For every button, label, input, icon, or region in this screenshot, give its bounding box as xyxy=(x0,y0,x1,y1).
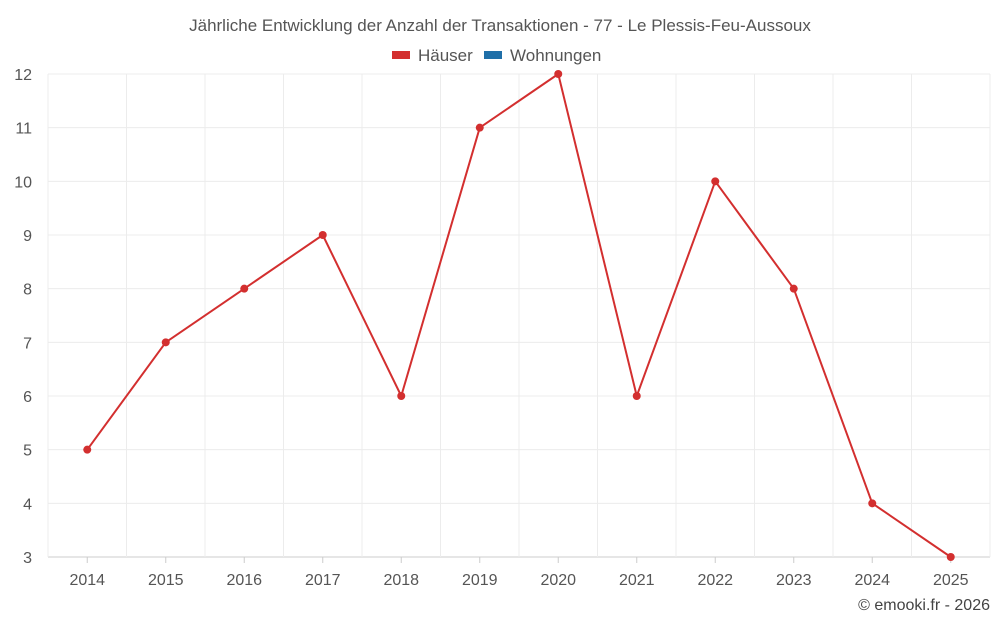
y-tick-label: 6 xyxy=(23,389,32,406)
data-point-2019[interactable] xyxy=(475,123,484,132)
x-tick-label: 2016 xyxy=(226,572,262,589)
y-tick-label: 10 xyxy=(14,174,32,191)
legend-label-haeuser: Häuser xyxy=(418,46,473,65)
legend-swatch-wohnungen xyxy=(484,51,502,59)
x-tick-label: 2025 xyxy=(933,572,969,589)
credit-text: © emooki.fr - 2026 xyxy=(858,597,990,614)
series-line-0 xyxy=(86,73,952,558)
data-point-2015[interactable] xyxy=(161,338,170,347)
y-axis-ticks: 3 4 5 6 7 8 9 10 11 12 xyxy=(14,67,32,567)
y-tick-label: 12 xyxy=(14,67,32,84)
data-point-2023[interactable] xyxy=(789,284,798,293)
data-point-2016[interactable] xyxy=(240,284,249,293)
y-tick-label: 4 xyxy=(23,496,32,513)
legend: Häuser Wohnungen xyxy=(392,46,601,65)
x-tick-label: 2017 xyxy=(305,572,341,589)
y-tick-label: 3 xyxy=(23,550,32,567)
data-point-2020[interactable] xyxy=(554,70,563,78)
data-point-2021[interactable] xyxy=(632,392,641,400)
data-point-2014[interactable] xyxy=(83,445,92,454)
y-tick-label: 7 xyxy=(23,335,32,352)
data-point-2022[interactable] xyxy=(711,177,720,186)
x-tick-label: 2020 xyxy=(540,572,576,589)
x-tick-label: 2015 xyxy=(148,572,184,589)
x-tick-label: 2024 xyxy=(854,572,890,589)
grid xyxy=(47,73,991,558)
legend-item-wohnungen[interactable]: Wohnungen xyxy=(484,46,601,65)
x-tick-label: 2021 xyxy=(619,572,655,589)
x-axis-ticks: 2014 2015 2016 2017 2018 2019 2020 2021 2022 2023… xyxy=(69,557,969,589)
x-tick-label: 2018 xyxy=(383,572,419,589)
data-point-2018[interactable] xyxy=(397,392,406,400)
data-point-2024[interactable] xyxy=(868,499,877,508)
x-tick-label: 2014 xyxy=(69,572,105,589)
data-point-2017[interactable] xyxy=(318,231,327,239)
y-tick-label: 11 xyxy=(15,121,32,138)
chart-title: Jährliche Entwicklung der Anzahl der Tra… xyxy=(189,16,811,35)
series-layer xyxy=(83,70,955,561)
x-tick-label: 2023 xyxy=(776,572,812,589)
legend-item-haeuser[interactable]: Häuser xyxy=(392,46,473,65)
x-tick-label: 2019 xyxy=(462,572,498,589)
y-tick-label: 5 xyxy=(23,443,32,460)
x-tick-label: 2022 xyxy=(697,572,733,589)
y-tick-label: 8 xyxy=(23,282,32,299)
y-tick-label: 9 xyxy=(23,228,32,245)
legend-label-wohnungen: Wohnungen xyxy=(510,46,601,65)
legend-swatch-haeuser xyxy=(392,51,410,59)
data-point-2025[interactable] xyxy=(946,553,955,561)
